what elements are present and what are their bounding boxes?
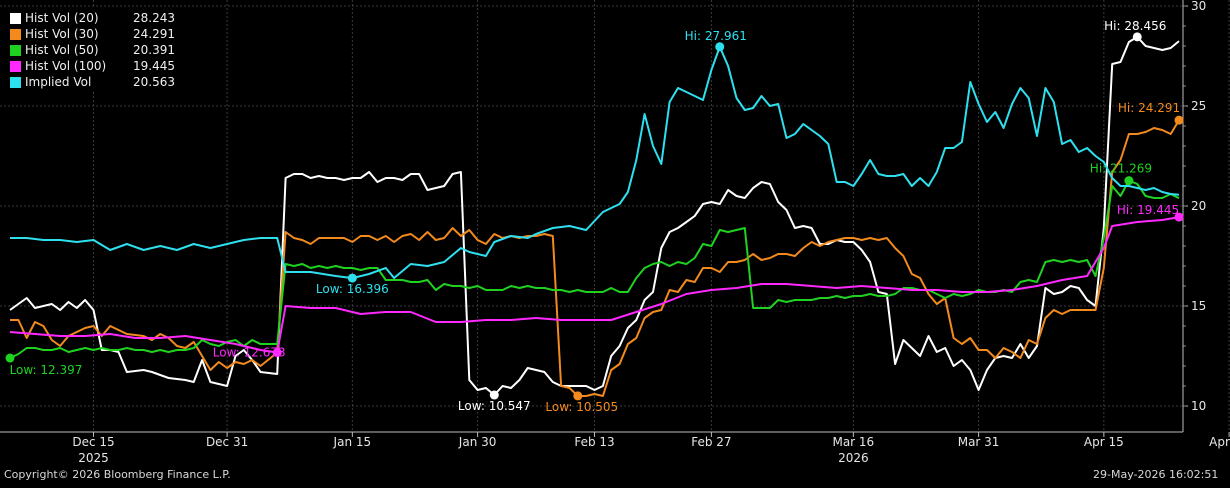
series-line-1 (10, 119, 1180, 397)
y-tick-label: 25 (1191, 99, 1206, 113)
high-label-2: Hi: 21.269 (1090, 162, 1152, 176)
legend-series-name: Hist Vol (50) (25, 43, 99, 57)
high-marker-4 (715, 42, 725, 52)
legend-swatch (10, 44, 21, 56)
series-line-4 (10, 45, 1180, 280)
x-tick-label: Mar 16 (832, 435, 874, 449)
low-marker-4 (347, 273, 357, 283)
x-year-label: 2025 (78, 451, 109, 465)
timestamp-text: 29-May-2026 16:02:51 (1093, 468, 1219, 481)
x-tick-label: Feb 13 (574, 435, 614, 449)
series-line-3 (9, 216, 1180, 354)
marker-layer: Hi: 28.456 Low: 10.547 Hi: 24.291 Low: 10.5… (5, 19, 1184, 414)
high-marker-3 (1174, 212, 1184, 222)
high-label-0: Hi: 28.456 (1104, 19, 1166, 33)
y-tick-label: 30 (1191, 0, 1206, 13)
legend-series-name: Hist Vol (100) (25, 59, 107, 73)
low-label-4: Low: 16.396 (316, 282, 389, 296)
legend-item: Hist Vol (100) 19.445 (10, 58, 181, 74)
low-label-2: Low: 12.397 (10, 363, 83, 377)
x-tick-label: Feb 27 (691, 435, 731, 449)
legend-last-value: 28.243 (133, 11, 175, 25)
legend-swatch (10, 12, 21, 24)
low-marker-3 (272, 348, 282, 358)
copyright-text: Copyright© 2026 Bloomberg Finance L.P. (4, 468, 231, 481)
series-layer (9, 35, 1180, 397)
grid-layer (0, 0, 1230, 432)
legend-swatch (10, 28, 21, 40)
x-tick-label: Dec 15 (72, 435, 114, 449)
x-year-label: 2026 (838, 451, 869, 465)
legend-series-name: Implied Vol (25, 75, 92, 89)
high-marker-0 (1132, 32, 1142, 42)
x-tick-label: Mar 31 (958, 435, 1000, 449)
x-tick-label: Dec 31 (206, 435, 248, 449)
legend-item: Hist Vol (30) 24.291 (10, 26, 181, 42)
high-label-1: Hi: 24.291 (1118, 101, 1180, 115)
series-line-0 (9, 35, 1180, 396)
x-tick-label: Apr 30 (1209, 435, 1230, 449)
legend-series-name: Hist Vol (30) (25, 27, 99, 41)
high-label-4: Hi: 27.961 (685, 29, 747, 43)
low-label-1: Low: 10.505 (545, 400, 618, 414)
legend-swatch (10, 76, 21, 88)
legend: Hist Vol (20) 28.243 Hist Vol (30) 24.291 Hi… (6, 8, 185, 92)
x-tick-label: Jan 30 (458, 435, 497, 449)
legend-last-value: 19.445 (133, 59, 175, 73)
low-marker-0 (489, 390, 499, 400)
low-label-0: Low: 10.547 (458, 399, 531, 413)
legend-series-name: Hist Vol (20) (25, 11, 99, 25)
legend-last-value: 20.563 (133, 75, 175, 89)
legend-swatch (10, 60, 21, 72)
y-tick-label: 20 (1191, 199, 1206, 213)
x-tick-label: Apr 15 (1084, 435, 1124, 449)
high-marker-1 (1174, 115, 1184, 125)
low-marker-1 (573, 391, 583, 401)
legend-item: Implied Vol 20.563 (10, 74, 181, 90)
low-marker-2 (5, 353, 15, 363)
high-marker-2 (1124, 176, 1134, 186)
legend-last-value: 24.291 (133, 27, 175, 41)
x-tick-label: Jan 15 (333, 435, 372, 449)
high-label-3: Hi: 19.445 (1117, 203, 1179, 217)
y-tick-label: 15 (1191, 299, 1206, 313)
low-label-3: Low: 12.673 (213, 346, 286, 360)
legend-item: Hist Vol (20) 28.243 (10, 10, 181, 26)
legend-last-value: 20.391 (133, 43, 175, 57)
legend-item: Hist Vol (50) 20.391 (10, 42, 181, 58)
y-tick-label: 10 (1191, 399, 1206, 413)
